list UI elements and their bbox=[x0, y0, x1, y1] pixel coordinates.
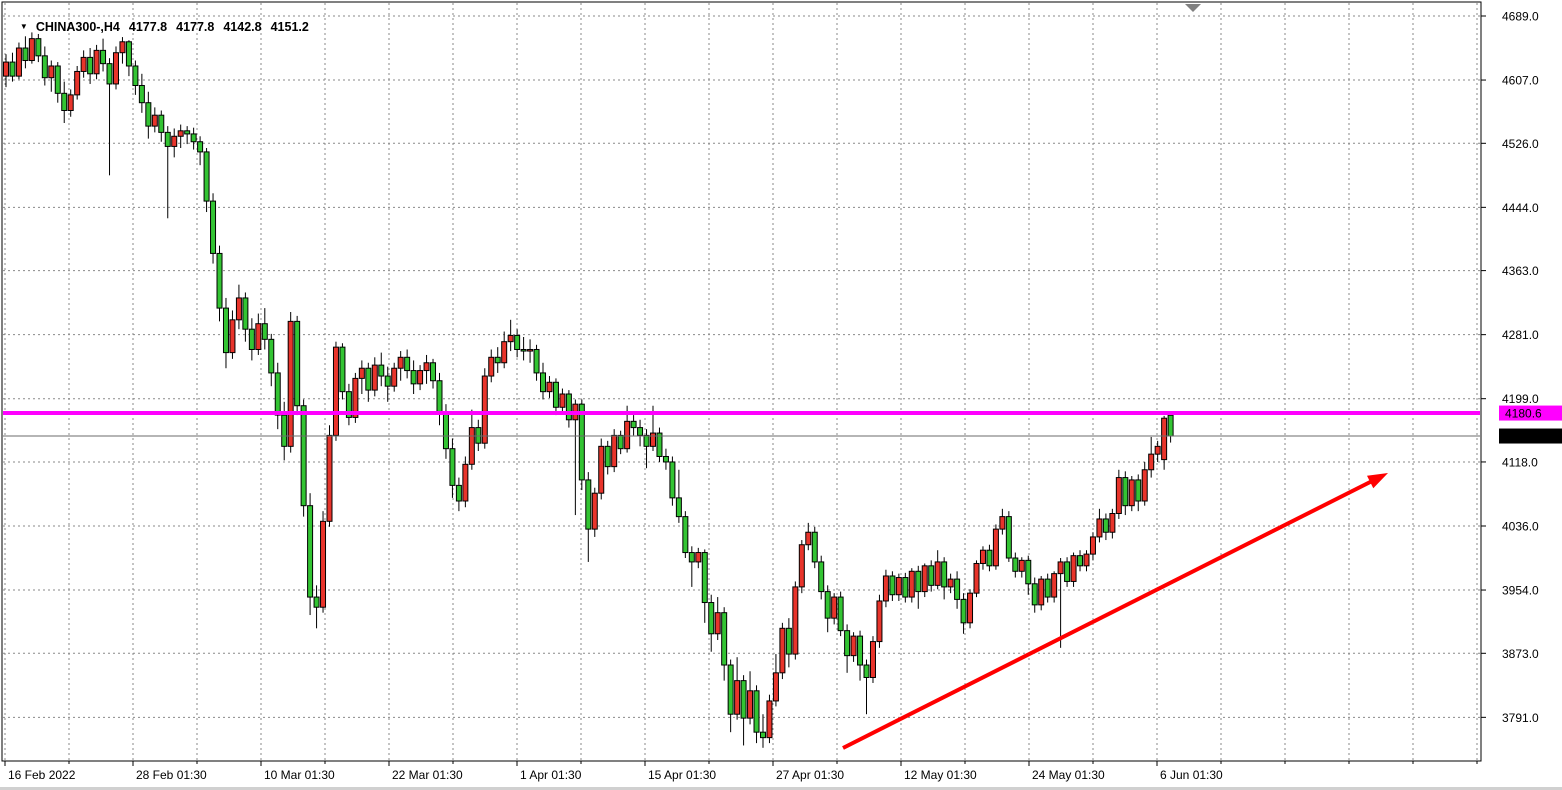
svg-text:3791.0: 3791.0 bbox=[1502, 711, 1539, 725]
svg-text:16 Feb 2022: 16 Feb 2022 bbox=[8, 768, 76, 782]
svg-text:1 Apr 01:30: 1 Apr 01:30 bbox=[520, 768, 582, 782]
svg-text:4607.0: 4607.0 bbox=[1502, 74, 1539, 88]
svg-text:4036.0: 4036.0 bbox=[1502, 519, 1539, 533]
ohlc-open: 4177.8 bbox=[128, 20, 168, 34]
chart-symbol-period: CHINA300-,H4 bbox=[35, 20, 120, 34]
price-axis[interactable]: 4689.0 4607.0 4526.0 4444.0 4363.0 4281.0 4199… bbox=[1481, 10, 1539, 725]
price-badges: 4180.6 4151.2 bbox=[1499, 405, 1562, 444]
svg-text:27 Apr 01:30: 27 Apr 01:30 bbox=[776, 768, 844, 782]
grid-layer bbox=[3, 3, 1480, 760]
candles-layer bbox=[3, 32, 1174, 748]
svg-text:6 Jun 01:30: 6 Jun 01:30 bbox=[1160, 768, 1223, 782]
svg-text:4199.0: 4199.0 bbox=[1502, 392, 1539, 406]
svg-text:3873.0: 3873.0 bbox=[1502, 647, 1539, 661]
svg-text:15 Apr 01:30: 15 Apr 01:30 bbox=[648, 768, 716, 782]
symbol-dropdown-icon[interactable]: ▼ bbox=[19, 22, 28, 31]
svg-text:4444.0: 4444.0 bbox=[1502, 201, 1539, 215]
trend-arrow[interactable] bbox=[842, 473, 1388, 750]
chart-title: ▼ CHINA300-,H4 4177.8 4177.8 4142.8 4151.2 bbox=[6, 3, 309, 34]
ohlc-high: 4177.8 bbox=[176, 20, 215, 34]
svg-text:4118.0: 4118.0 bbox=[1502, 455, 1538, 469]
chart-shift-marker-icon[interactable] bbox=[1185, 4, 1201, 12]
svg-text:4180.6: 4180.6 bbox=[1505, 407, 1542, 421]
svg-text:4689.0: 4689.0 bbox=[1502, 10, 1539, 24]
svg-text:12 May 01:30: 12 May 01:30 bbox=[904, 768, 977, 782]
svg-text:4526.0: 4526.0 bbox=[1502, 137, 1539, 151]
svg-text:4281.0: 4281.0 bbox=[1502, 328, 1539, 342]
time-axis[interactable]: 16 Feb 2022 28 Feb 01:30 10 Mar 01:30 22 Ma… bbox=[4, 761, 1478, 782]
svg-text:4363.0: 4363.0 bbox=[1502, 264, 1539, 278]
svg-text:4151.2: 4151.2 bbox=[1505, 430, 1542, 444]
ohlc-close: 4151.2 bbox=[270, 20, 309, 34]
ohlc-low: 4142.8 bbox=[223, 20, 262, 34]
svg-text:22 Mar 01:30: 22 Mar 01:30 bbox=[392, 768, 463, 782]
svg-text:28 Feb 01:30: 28 Feb 01:30 bbox=[136, 768, 207, 782]
svg-text:3954.0: 3954.0 bbox=[1502, 584, 1539, 598]
svg-text:10 Mar 01:30: 10 Mar 01:30 bbox=[264, 768, 335, 782]
svg-text:24 May 01:30: 24 May 01:30 bbox=[1032, 768, 1105, 782]
